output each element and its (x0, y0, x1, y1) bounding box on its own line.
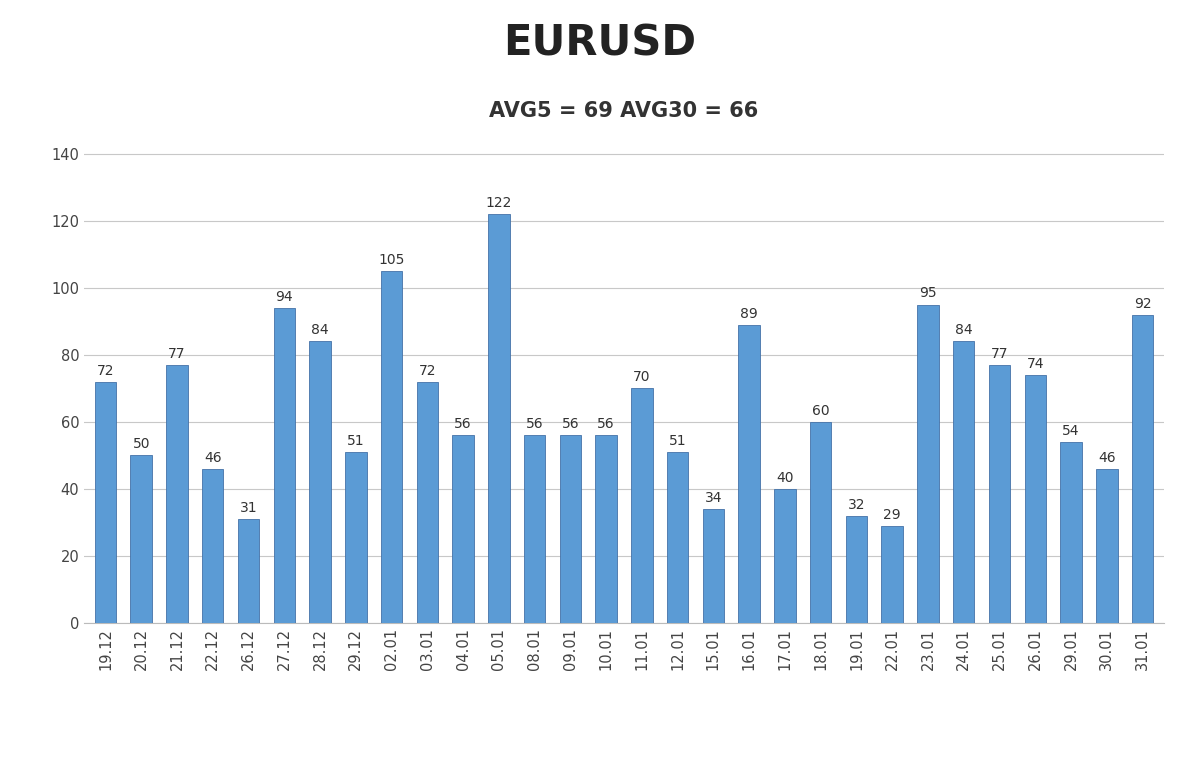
Bar (416, 382, 438, 623)
Text: EURUSD: EURUSD (504, 23, 696, 65)
Bar (1096, 469, 1117, 623)
Bar (953, 341, 974, 623)
Bar (524, 435, 545, 623)
Text: 56: 56 (598, 417, 614, 432)
Text: 34: 34 (704, 491, 722, 505)
Text: 31: 31 (240, 501, 257, 515)
Bar (917, 305, 938, 623)
Text: 56: 56 (526, 417, 544, 432)
Text: 46: 46 (1098, 451, 1116, 465)
Text: 77: 77 (168, 347, 186, 361)
Text: instaforex: instaforex (80, 708, 184, 727)
Bar (631, 388, 653, 623)
Title: AVG5 = 69 AVG30 = 66: AVG5 = 69 AVG30 = 66 (490, 101, 758, 122)
Text: 56: 56 (562, 417, 580, 432)
Text: 74: 74 (1026, 357, 1044, 371)
Text: 77: 77 (991, 347, 1008, 361)
Text: 95: 95 (919, 287, 937, 300)
Text: 46: 46 (204, 451, 222, 465)
Bar (1025, 375, 1046, 623)
Circle shape (0, 717, 66, 735)
Text: 105: 105 (378, 253, 404, 267)
Bar (238, 519, 259, 623)
Bar (667, 452, 689, 623)
Text: 40: 40 (776, 471, 793, 485)
Bar (882, 526, 902, 623)
Text: 72: 72 (419, 363, 436, 378)
Bar (274, 308, 295, 623)
Text: 50: 50 (132, 438, 150, 451)
Bar (131, 455, 152, 623)
Text: 92: 92 (1134, 296, 1151, 311)
Bar (774, 489, 796, 623)
Bar (595, 435, 617, 623)
Text: 51: 51 (347, 434, 365, 448)
Bar (310, 341, 331, 623)
Bar (1132, 315, 1153, 623)
Bar (989, 365, 1010, 623)
Bar (559, 435, 581, 623)
Text: 94: 94 (276, 290, 293, 304)
Text: 29: 29 (883, 508, 901, 522)
Bar (810, 422, 832, 623)
Bar (846, 516, 868, 623)
Text: Instant Forex Trading: Instant Forex Trading (80, 734, 191, 745)
Text: 72: 72 (97, 363, 114, 378)
Bar (703, 509, 724, 623)
Bar (380, 271, 402, 623)
Bar (167, 365, 187, 623)
Bar (452, 435, 474, 623)
Bar (738, 325, 760, 623)
Text: 56: 56 (455, 417, 472, 432)
Bar (202, 469, 223, 623)
Text: 51: 51 (668, 434, 686, 448)
Text: 32: 32 (847, 498, 865, 511)
Text: 89: 89 (740, 306, 758, 321)
Bar (488, 214, 510, 623)
Bar (346, 452, 366, 623)
Text: 60: 60 (812, 404, 829, 418)
Text: 54: 54 (1062, 424, 1080, 438)
Text: 84: 84 (311, 324, 329, 337)
Text: 70: 70 (634, 370, 650, 385)
Text: 84: 84 (955, 324, 972, 337)
Bar (95, 382, 116, 623)
Bar (1061, 442, 1081, 623)
Text: 122: 122 (486, 196, 512, 210)
